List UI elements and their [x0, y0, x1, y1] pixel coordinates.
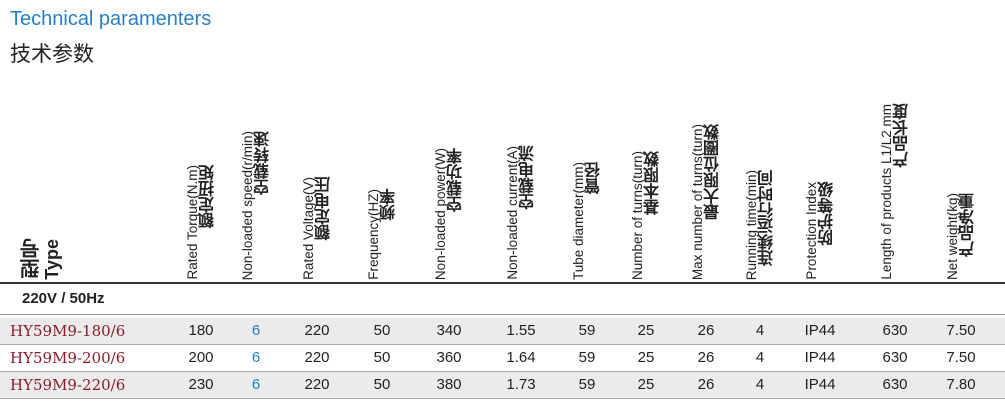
column-header-protection-en: Protection Index — [804, 182, 819, 280]
column-header-tube: Tube diameter(mm) 管径 — [560, 82, 614, 280]
column-header-turns-en: Number of turns(turn) — [630, 150, 645, 280]
weight-cell: 7.50 — [946, 349, 976, 366]
max_turns-cell: 26 — [697, 349, 715, 366]
section-title-en: Technical paramenters — [10, 8, 212, 30]
table-header: 型号 Type Rated Torque(N.m) 额定扭矩 Non-loaded … — [0, 82, 1005, 280]
column-header-voltage-cn: 额定电压 — [316, 177, 333, 242]
run_time-cell: 4 — [755, 376, 765, 393]
length-cell: 630 — [882, 376, 908, 393]
section-title-cn: 技术参数 — [10, 43, 94, 66]
length-cell: 630 — [882, 322, 908, 339]
table-row: HY59M9-220/6 230 6 220 50 380 1.73 59 25 26 4 IP44 6… — [0, 372, 1005, 399]
current-cell: 1.64 — [506, 349, 536, 366]
power-cell: 360 — [436, 349, 462, 366]
frequency-cell: 50 — [373, 322, 391, 339]
column-header-power-cn: 空载功率 — [448, 147, 465, 212]
column-header-current-cn: 空载电流 — [520, 146, 537, 211]
column-header-protection-cn: 防护等级 — [819, 182, 836, 247]
frequency-cell: 50 — [373, 349, 391, 366]
power-cell: 340 — [436, 322, 462, 339]
model-cell: HY59M9-220/6 — [10, 376, 126, 394]
torque-cell: 230 — [188, 376, 214, 393]
tube-cell: 59 — [578, 349, 596, 366]
turns-cell: 25 — [637, 322, 655, 339]
column-header-voltage: Rated Voltage(V) 额定电压 — [290, 82, 344, 280]
column-header-run_time-en: Running time(min) — [744, 169, 759, 280]
max_turns-cell: 26 — [697, 322, 715, 339]
max_turns-cell: 26 — [697, 376, 715, 393]
turns-cell: 25 — [637, 349, 655, 366]
column-header-speed: Non-loaded speed(r/min) 空载转速 — [229, 82, 283, 280]
voltage-cell: 220 — [304, 376, 330, 393]
column-header-length-en: Length of products L1/L2 mm — [879, 104, 894, 280]
column-header-current-en: Non-loaded current(A) — [505, 146, 520, 280]
torque-cell: 200 — [188, 349, 214, 366]
speed-cell: 6 — [251, 349, 261, 366]
run_time-cell: 4 — [755, 349, 765, 366]
column-header-frequency: Frequency(HZ) 频率 — [355, 82, 409, 280]
weight-cell: 7.80 — [946, 376, 976, 393]
column-header-weight: Net weight(kg) 产品净重 — [934, 82, 988, 280]
column-header-max_turns-cn: 最大限位圈数 — [705, 123, 722, 220]
tube-cell: 59 — [578, 322, 596, 339]
column-header-weight-cn: 产品净重 — [960, 192, 977, 257]
type-header-en: Type — [42, 239, 62, 280]
run_time-cell: 4 — [755, 322, 765, 339]
torque-cell: 180 — [188, 322, 214, 339]
column-header-torque: Rated Torque(N.m) 额定扭矩 — [174, 82, 228, 280]
model-cell: HY59M9-180/6 — [10, 322, 126, 340]
column-header-frequency-cn: 频率 — [381, 189, 398, 222]
column-header-power-en: Non-loaded power(W) — [433, 147, 448, 280]
speed-cell: 6 — [251, 322, 261, 339]
protection-cell: IP44 — [804, 376, 836, 393]
table-row: HY59M9-200/6 200 6 220 50 360 1.64 59 25 26 4 IP44 6… — [0, 345, 1005, 372]
column-header-type: 型号 Type — [12, 82, 72, 280]
column-header-frequency-en: Frequency(HZ) — [366, 189, 381, 280]
voltage-group-label: 220V / 50Hz — [22, 290, 105, 307]
column-header-turns-cn: 基本限数 — [645, 150, 662, 215]
column-header-run_time: Running time(min) 连续运行时间 — [733, 82, 787, 280]
column-header-length-cn: 产品长度 — [894, 104, 911, 169]
column-header-speed-cn: 空载转速 — [255, 130, 272, 195]
column-header-torque-cn: 额定扭矩 — [200, 165, 217, 230]
current-cell: 1.55 — [506, 322, 536, 339]
column-header-speed-en: Non-loaded speed(r/min) — [240, 130, 255, 280]
column-header-protection: Protection Index 防护等级 — [793, 82, 847, 280]
voltage-group-row: 220V / 50Hz — [0, 282, 1005, 315]
column-header-weight-en: Net weight(kg) — [945, 192, 960, 280]
column-header-tube-cn: 管径 — [586, 161, 603, 194]
protection-cell: IP44 — [804, 349, 836, 366]
model-cell: HY59M9-200/6 — [10, 349, 126, 367]
column-header-max_turns-en: Max number of turns(turn) — [690, 123, 705, 280]
current-cell: 1.73 — [506, 376, 536, 393]
protection-cell: IP44 — [804, 322, 836, 339]
voltage-cell: 220 — [304, 349, 330, 366]
type-header-cn: 型号 — [21, 239, 43, 280]
frequency-cell: 50 — [373, 376, 391, 393]
column-header-run_time-cn: 连续运行时间 — [759, 169, 776, 266]
column-header-max_turns: Max number of turns(turn) 最大限位圈数 — [679, 82, 733, 280]
column-header-power: Non-loaded power(W) 空载功率 — [422, 82, 476, 280]
column-header-turns: Number of turns(turn) 基本限数 — [619, 82, 673, 280]
voltage-cell: 220 — [304, 322, 330, 339]
column-header-torque-en: Rated Torque(N.m) — [185, 165, 200, 280]
column-header-tube-en: Tube diameter(mm) — [571, 161, 586, 280]
column-header-length: Length of products L1/L2 mm 产品长度 — [868, 82, 922, 280]
tube-cell: 59 — [578, 376, 596, 393]
speed-cell: 6 — [251, 376, 261, 393]
column-header-voltage-en: Rated Voltage(V) — [301, 177, 316, 280]
column-header-current: Non-loaded current(A) 空载电流 — [494, 82, 548, 280]
table-row: HY59M9-180/6 180 6 220 50 340 1.55 59 25 26 4 IP44 6… — [0, 318, 1005, 345]
weight-cell: 7.50 — [946, 322, 976, 339]
length-cell: 630 — [882, 349, 908, 366]
power-cell: 380 — [436, 376, 462, 393]
turns-cell: 25 — [637, 376, 655, 393]
